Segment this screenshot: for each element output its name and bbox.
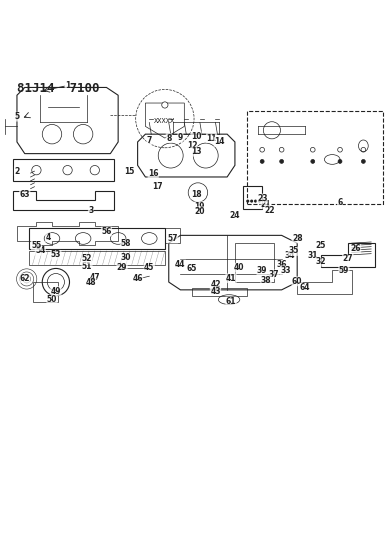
Circle shape — [258, 199, 261, 203]
Circle shape — [260, 148, 265, 152]
Circle shape — [250, 199, 253, 203]
Text: 21: 21 — [261, 200, 271, 209]
Text: 11: 11 — [206, 134, 217, 142]
Text: 45: 45 — [144, 263, 154, 272]
Text: 34: 34 — [284, 251, 295, 260]
Text: 27: 27 — [343, 254, 353, 263]
Text: 37: 37 — [269, 270, 279, 279]
Circle shape — [279, 159, 283, 163]
Text: 9: 9 — [178, 133, 183, 142]
Text: 59: 59 — [339, 266, 349, 275]
Text: 65: 65 — [187, 264, 197, 273]
Text: 28: 28 — [292, 234, 303, 243]
Text: 60: 60 — [292, 277, 303, 286]
Text: 58: 58 — [121, 239, 131, 248]
Circle shape — [246, 199, 249, 203]
Text: 22: 22 — [265, 206, 275, 215]
Text: 49: 49 — [51, 287, 61, 295]
Circle shape — [260, 159, 264, 163]
Bar — [235, 243, 274, 282]
Text: 2: 2 — [15, 167, 20, 176]
Text: 32: 32 — [315, 257, 326, 266]
Text: 4: 4 — [45, 233, 51, 242]
Text: 31: 31 — [307, 251, 318, 260]
Text: 48: 48 — [85, 278, 96, 287]
Circle shape — [338, 148, 342, 152]
Text: 16: 16 — [148, 168, 158, 177]
Text: 47: 47 — [89, 273, 100, 282]
Text: 61: 61 — [226, 297, 236, 306]
Text: 26: 26 — [350, 245, 361, 254]
Text: 15: 15 — [125, 167, 135, 176]
Text: 18: 18 — [191, 190, 201, 199]
Circle shape — [361, 148, 366, 152]
Bar — [243, 185, 262, 209]
Text: 1: 1 — [65, 81, 70, 90]
Text: 24: 24 — [230, 212, 240, 221]
Text: 62: 62 — [20, 273, 30, 282]
Text: 8: 8 — [166, 134, 171, 142]
Polygon shape — [145, 103, 184, 138]
Text: 29: 29 — [117, 263, 127, 272]
Bar — [247, 111, 383, 204]
Text: 41: 41 — [226, 273, 236, 282]
Text: 12: 12 — [187, 141, 197, 150]
Text: 64: 64 — [300, 284, 310, 293]
Text: 55: 55 — [31, 241, 42, 251]
Text: 52: 52 — [82, 254, 92, 263]
Text: 14: 14 — [214, 138, 225, 147]
Text: 5: 5 — [15, 112, 20, 121]
Text: 38: 38 — [261, 276, 271, 285]
Text: 25: 25 — [315, 240, 326, 249]
Text: 7: 7 — [147, 135, 152, 144]
Text: 33: 33 — [280, 266, 291, 275]
Text: 42: 42 — [210, 279, 221, 288]
Text: XXXXX: XXXXX — [154, 118, 176, 124]
Text: 63: 63 — [20, 190, 30, 199]
Circle shape — [279, 148, 284, 152]
Text: 46: 46 — [132, 274, 143, 284]
Text: 30: 30 — [121, 253, 131, 262]
Circle shape — [311, 159, 315, 163]
Text: 43: 43 — [210, 287, 221, 295]
Text: 54: 54 — [35, 246, 45, 255]
Text: 39: 39 — [257, 266, 267, 275]
Bar — [13, 159, 114, 181]
Text: 44: 44 — [175, 260, 186, 269]
Text: 3: 3 — [88, 206, 94, 215]
Text: 50: 50 — [47, 295, 57, 304]
Text: 81J14  7100: 81J14 7100 — [17, 82, 100, 95]
Circle shape — [162, 102, 168, 108]
Circle shape — [310, 148, 315, 152]
Bar — [33, 282, 58, 302]
Text: 13: 13 — [191, 147, 201, 156]
Text: 35: 35 — [288, 246, 298, 255]
Bar — [165, 228, 180, 243]
Text: 57: 57 — [167, 234, 178, 243]
Text: 53: 53 — [51, 251, 61, 260]
Circle shape — [361, 159, 365, 163]
Text: 51: 51 — [82, 262, 92, 271]
Text: 20: 20 — [195, 207, 205, 216]
Text: 17: 17 — [152, 182, 162, 191]
Circle shape — [338, 159, 342, 163]
Circle shape — [254, 199, 257, 203]
Text: 6: 6 — [338, 198, 343, 207]
Text: 10: 10 — [191, 132, 201, 141]
Text: 40: 40 — [234, 263, 244, 272]
Text: 56: 56 — [101, 227, 112, 236]
Text: 36: 36 — [276, 260, 287, 269]
Text: 23: 23 — [257, 194, 267, 203]
Text: 19: 19 — [195, 201, 205, 211]
